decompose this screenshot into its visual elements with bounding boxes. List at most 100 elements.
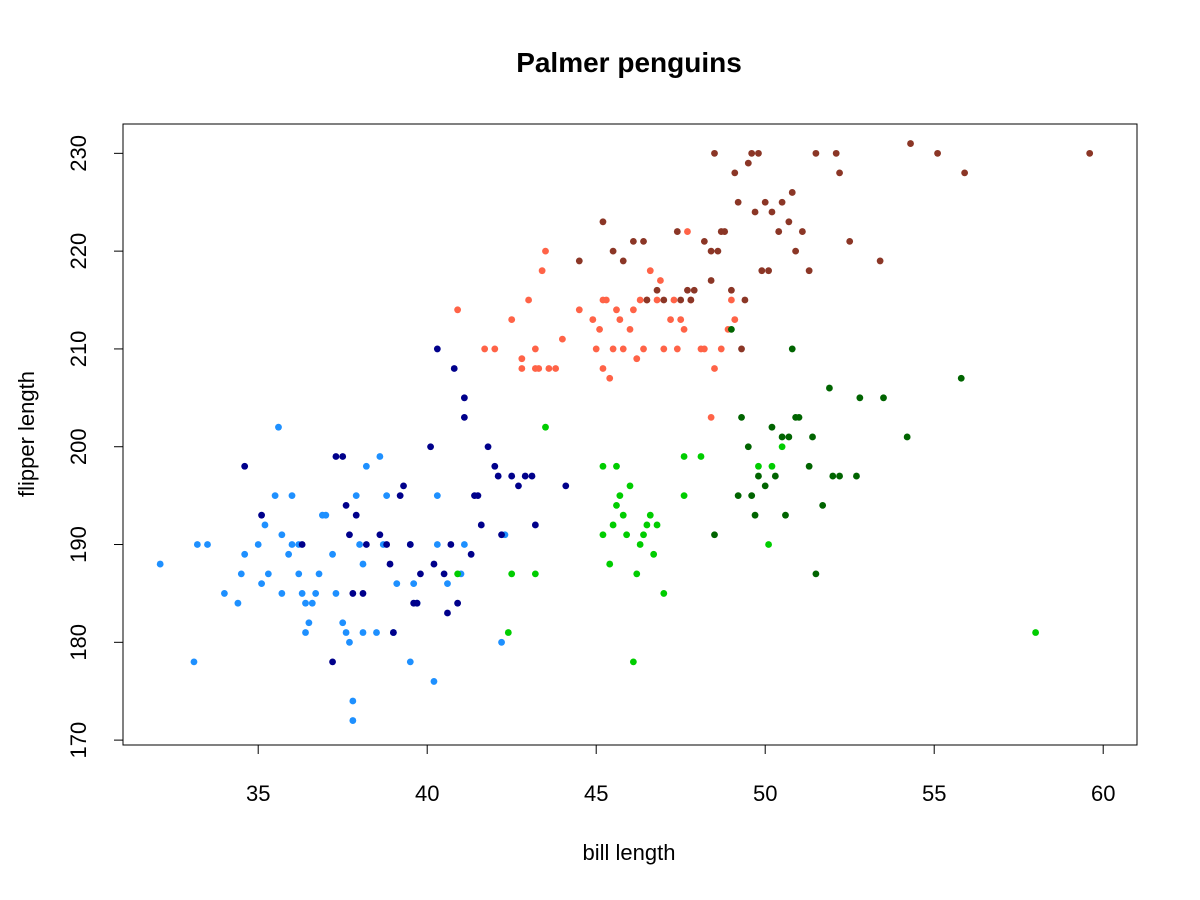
data-point	[687, 296, 695, 304]
x-tick-label: 50	[753, 781, 777, 806]
data-point	[589, 316, 597, 323]
data-point	[491, 345, 499, 353]
y-tick-label: 220	[66, 233, 91, 270]
data-point	[768, 423, 776, 431]
data-point	[646, 511, 654, 519]
data-point	[302, 599, 309, 607]
data-point	[853, 472, 860, 480]
data-point	[714, 247, 722, 255]
data-point	[812, 149, 820, 157]
data-point	[961, 169, 969, 177]
data-point	[552, 365, 560, 372]
data-point	[795, 413, 803, 421]
data-point	[640, 345, 647, 353]
y-tick-label: 230	[66, 135, 91, 172]
data-point	[805, 462, 813, 470]
data-point	[633, 355, 641, 363]
data-point	[660, 590, 668, 597]
data-point	[271, 492, 279, 500]
point-series-6	[711, 325, 965, 578]
data-point	[454, 306, 462, 314]
chart-title: Palmer penguins	[516, 47, 742, 78]
data-point	[339, 453, 347, 460]
data-point	[538, 267, 546, 275]
data-point	[454, 570, 462, 578]
data-point	[339, 619, 347, 627]
data-point	[315, 570, 323, 578]
data-point	[406, 541, 414, 548]
data-point	[1032, 629, 1039, 636]
data-point	[400, 482, 407, 490]
data-points	[156, 140, 1094, 724]
data-point	[907, 140, 914, 147]
data-point	[342, 629, 350, 636]
data-point	[346, 638, 353, 646]
data-point	[278, 590, 286, 597]
data-point	[460, 541, 468, 548]
data-point	[467, 550, 475, 558]
data-point	[349, 717, 357, 724]
data-point	[298, 541, 306, 548]
data-point	[717, 345, 725, 353]
data-point	[433, 492, 441, 500]
data-point	[433, 541, 441, 548]
data-point	[295, 570, 303, 578]
x-tick-label: 60	[1091, 781, 1115, 806]
data-point	[190, 658, 198, 666]
data-point	[751, 208, 759, 216]
data-point	[876, 257, 884, 265]
data-point	[636, 296, 644, 304]
data-point	[606, 374, 614, 382]
x-axis-label: bill length	[583, 840, 676, 865]
data-point	[322, 511, 330, 519]
data-point	[633, 570, 641, 578]
data-point	[559, 335, 566, 343]
data-point	[684, 286, 691, 294]
data-point	[778, 198, 786, 206]
data-point	[768, 462, 776, 470]
data-point	[619, 257, 627, 265]
data-point	[477, 521, 485, 529]
data-point	[782, 511, 789, 519]
data-point	[748, 492, 756, 500]
data-point	[305, 619, 313, 627]
data-point	[667, 316, 674, 323]
data-point	[728, 325, 735, 333]
data-point	[846, 237, 854, 245]
data-point	[697, 453, 705, 460]
data-point	[430, 678, 438, 685]
data-point	[535, 365, 543, 372]
data-point	[613, 306, 620, 314]
x-tick-label: 40	[415, 781, 439, 806]
data-point	[542, 247, 549, 255]
data-point	[430, 560, 438, 568]
data-point	[444, 580, 451, 588]
data-point	[545, 365, 553, 372]
data-point	[332, 590, 340, 597]
data-point	[744, 159, 752, 167]
data-point	[444, 609, 451, 617]
data-point	[819, 502, 827, 509]
data-point	[386, 560, 394, 568]
data-point	[707, 277, 715, 284]
data-point	[393, 580, 401, 588]
data-point	[376, 453, 384, 460]
data-point	[643, 296, 651, 304]
data-point	[700, 237, 708, 245]
data-point	[440, 570, 448, 578]
data-point	[934, 149, 941, 157]
data-point	[609, 345, 617, 353]
data-point	[460, 413, 468, 421]
data-point	[738, 345, 745, 353]
data-point	[741, 296, 749, 304]
data-point	[498, 531, 505, 539]
data-point	[650, 550, 658, 558]
data-point	[498, 638, 505, 646]
data-point	[237, 570, 245, 578]
point-series-2	[241, 345, 570, 666]
data-point	[308, 599, 316, 607]
data-point	[711, 365, 718, 372]
data-point	[805, 267, 813, 275]
data-point	[241, 550, 249, 558]
